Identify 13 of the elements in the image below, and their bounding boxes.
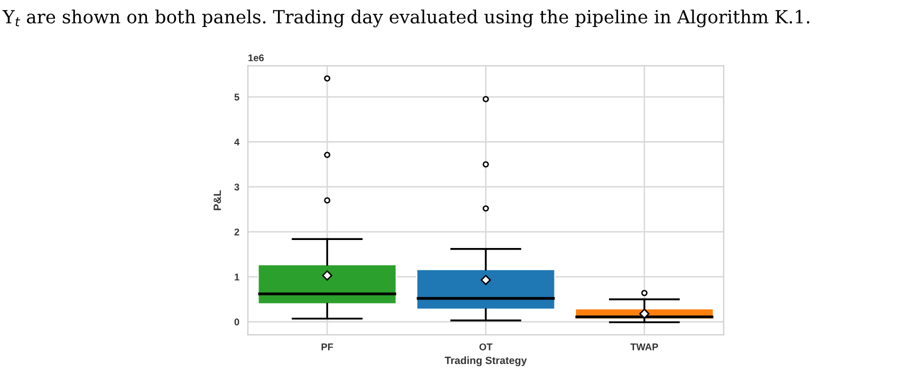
y-tick-label: 0: [234, 318, 240, 326]
x-axis-title: Trading Strategy: [444, 356, 527, 366]
text: 1e6: [248, 54, 264, 62]
y-tick-label: 1: [234, 274, 240, 280]
x-tick-label: TWAP: [630, 344, 658, 350]
y-tick-label: 3: [234, 184, 240, 190]
y-axis-title: P&L: [214, 190, 221, 210]
y-tick-label: 5: [234, 94, 240, 101]
text: Y$_{t}$ are shown on both panels. Trading day evaluated using the pipeline in Algorithm K.1.: [2, 10, 810, 28]
x-tick-label: OT: [479, 343, 492, 350]
y-tick-label: 4: [234, 138, 240, 146]
x-tick-label: PF: [322, 344, 334, 350]
y-tick-label: 2: [234, 228, 240, 236]
